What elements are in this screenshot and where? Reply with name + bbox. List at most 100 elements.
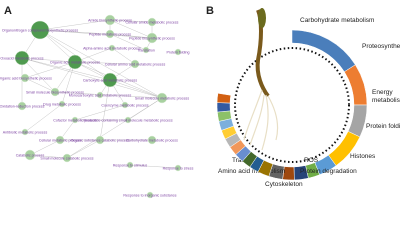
edge bbox=[99, 79, 111, 141]
edge bbox=[24, 77, 56, 93]
panel-label: B bbox=[206, 5, 214, 17]
edge bbox=[129, 164, 179, 169]
edge bbox=[66, 97, 163, 159]
donut: Carbohydrate metabolism Proteosynthesis En… bbox=[216, 17, 400, 188]
donut-segment bbox=[216, 102, 231, 113]
node-label: Carboxylic acid metabolic process bbox=[83, 79, 138, 83]
edge bbox=[24, 103, 63, 133]
node bbox=[96, 91, 104, 99]
node-label: Organic acid metabolic process bbox=[50, 61, 100, 65]
node bbox=[146, 32, 158, 44]
seedling bbox=[243, 8, 279, 151]
node bbox=[30, 20, 50, 40]
node-label: Drug metabolic process bbox=[43, 103, 81, 107]
node bbox=[142, 46, 150, 54]
network: Organonitrogen compound biosynthetic pro… bbox=[0, 14, 194, 199]
node-label: Amide biosynthetic process bbox=[88, 19, 132, 23]
node bbox=[24, 149, 36, 161]
segment-label: ROS bbox=[304, 157, 319, 164]
node bbox=[95, 135, 105, 145]
edge bbox=[74, 61, 136, 65]
node-label: Cofactor metabolic process bbox=[53, 119, 97, 123]
node bbox=[17, 101, 27, 111]
edge bbox=[74, 61, 163, 99]
node bbox=[174, 48, 182, 56]
edge bbox=[109, 19, 153, 39]
node-label: Small molecule metabolic process bbox=[135, 97, 190, 101]
edge bbox=[54, 91, 163, 99]
edge bbox=[39, 29, 153, 39]
edge bbox=[39, 19, 111, 31]
node bbox=[55, 135, 65, 145]
edge bbox=[21, 57, 163, 99]
node-label: Oxidation-reduction process bbox=[0, 105, 45, 109]
node-label: Alpha-amino acid metabolic process bbox=[83, 47, 141, 51]
node bbox=[62, 153, 72, 163]
node-label: Organic acid biosynthetic process bbox=[0, 77, 52, 81]
edge bbox=[74, 104, 126, 121]
segment-label: Histones bbox=[350, 153, 376, 160]
node bbox=[121, 101, 129, 109]
edge bbox=[109, 19, 153, 23]
node-label: Nucleotide-containing small molecule met… bbox=[83, 119, 172, 123]
edge bbox=[21, 57, 76, 63]
edge bbox=[109, 33, 147, 51]
dotted-circle bbox=[234, 47, 350, 163]
donut-segment bbox=[347, 104, 368, 138]
node bbox=[156, 92, 168, 104]
donut-segment bbox=[291, 29, 356, 73]
node bbox=[102, 72, 118, 88]
node-label: Response to inorganic substance bbox=[123, 194, 176, 198]
node bbox=[124, 116, 132, 124]
node-label: Cellular metabolic process bbox=[39, 139, 81, 143]
node-label: Organonitrogen compound biosynthetic pro… bbox=[2, 29, 79, 33]
edge bbox=[21, 57, 56, 93]
figure: A B Organonitrogen compound biosynthetic… bbox=[0, 5, 400, 199]
node-label: Peptide biosynthetic process bbox=[129, 37, 175, 41]
edge bbox=[29, 139, 61, 156]
segment-label: Protein degradation bbox=[300, 168, 357, 175]
node-label: Organic substance catabolic process bbox=[71, 139, 130, 143]
node-label: Translation bbox=[137, 49, 155, 53]
donut-segment bbox=[344, 64, 368, 106]
node bbox=[104, 14, 116, 26]
node-label: Monocarboxylic acid metabolic process bbox=[69, 94, 132, 98]
node bbox=[146, 191, 154, 199]
node bbox=[130, 59, 140, 69]
segment-label: Protein folding bbox=[366, 123, 400, 130]
node-label: Catabolic process bbox=[16, 154, 45, 158]
edge bbox=[109, 79, 163, 99]
node bbox=[147, 135, 157, 145]
node-label: Protein folding bbox=[167, 51, 190, 55]
node bbox=[71, 116, 79, 124]
node bbox=[147, 17, 157, 27]
node-label: Cellular amino acid metabolic process bbox=[105, 63, 166, 67]
node-label: Response to stimulus bbox=[113, 164, 148, 168]
edge bbox=[39, 29, 163, 99]
edge bbox=[61, 61, 76, 105]
node-label: Coenzyme metabolic process bbox=[101, 104, 148, 108]
segment-label: Carbohydrate metabolism bbox=[300, 17, 374, 24]
segment-label: Amino acid metabolism bbox=[218, 168, 285, 175]
segment-label: Proteosynthesis bbox=[362, 43, 400, 50]
node-label: Small molecule biosynthetic process bbox=[26, 91, 84, 95]
node bbox=[20, 73, 30, 83]
node-label: Antibiotic metabolic process bbox=[3, 131, 48, 135]
segment-label: Energymetabolism bbox=[372, 89, 400, 104]
edge bbox=[109, 33, 153, 39]
node-label: Response to stress bbox=[163, 167, 194, 171]
node bbox=[21, 128, 29, 136]
node bbox=[108, 44, 116, 52]
edge bbox=[29, 154, 68, 159]
edge bbox=[24, 61, 76, 79]
node bbox=[14, 50, 30, 66]
segment-label: Cytoskeleton bbox=[265, 181, 303, 188]
node bbox=[174, 164, 182, 172]
node bbox=[50, 87, 60, 97]
node-label: Carbohydrate metabolic process bbox=[126, 139, 178, 143]
node bbox=[67, 54, 83, 70]
node bbox=[105, 29, 115, 39]
node-label: Small molecule catabolic process bbox=[40, 157, 93, 161]
node-label: Peptide metabolic process bbox=[89, 33, 131, 37]
edge bbox=[66, 139, 101, 159]
